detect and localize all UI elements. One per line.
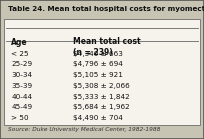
Text: 40-44: 40-44 xyxy=(11,94,32,100)
Text: $4,796 ± 694: $4,796 ± 694 xyxy=(73,61,123,67)
Text: $4,340 ± 663: $4,340 ± 663 xyxy=(73,51,123,57)
Text: $5,308 ± 2,066: $5,308 ± 2,066 xyxy=(73,83,130,89)
Text: $4,490 ± 704: $4,490 ± 704 xyxy=(73,115,123,121)
Text: $5,105 ± 921: $5,105 ± 921 xyxy=(73,72,123,78)
Text: Table 24. Mean total hospital costs for myomectomy, by age: Table 24. Mean total hospital costs for … xyxy=(8,6,204,12)
Text: Mean total cost
(n = 239): Mean total cost (n = 239) xyxy=(73,37,141,57)
Text: $5,333 ± 1,842: $5,333 ± 1,842 xyxy=(73,94,130,100)
Text: $5,684 ± 1,962: $5,684 ± 1,962 xyxy=(73,104,130,110)
Text: Source: Duke University Medical Center, 1982-1988: Source: Duke University Medical Center, … xyxy=(8,127,161,132)
Text: 25-29: 25-29 xyxy=(11,61,32,67)
Text: > 50: > 50 xyxy=(11,115,29,121)
Text: 45-49: 45-49 xyxy=(11,104,32,110)
Bar xyxy=(4,19,200,125)
Text: Age: Age xyxy=(11,38,28,47)
Text: < 25: < 25 xyxy=(11,51,29,57)
Text: 30-34: 30-34 xyxy=(11,72,32,78)
Text: 35-39: 35-39 xyxy=(11,83,32,89)
